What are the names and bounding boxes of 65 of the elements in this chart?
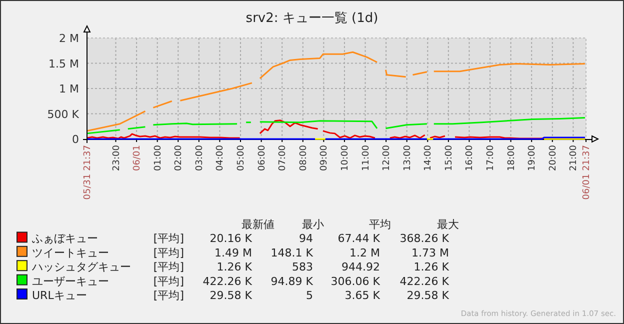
text: 1.49 M	[214, 246, 252, 260]
text: [平均]	[153, 246, 184, 260]
text: 29.58 K	[210, 289, 253, 302]
x-tick-label: 12:00	[382, 144, 392, 171]
text: 29.58 K	[406, 289, 450, 302]
x-tick-label: 23:00	[112, 144, 122, 171]
x-tick-label: 06/01 21:37	[582, 145, 592, 200]
text: 148.1 K	[270, 246, 314, 260]
y-tick-label: 2 M	[59, 32, 79, 45]
x-tick-label: 09:00	[320, 144, 330, 171]
legend-label: ふぁぼキュー	[31, 232, 98, 246]
text: 1.2 M	[350, 246, 380, 260]
y-tick-label: 1.5 M	[48, 57, 79, 70]
x-tick-label: 14:00	[424, 144, 434, 171]
chart-title: srv2: キュー一覧 (1d)	[246, 11, 378, 26]
text: [平均]	[153, 274, 184, 288]
x-tick-label: 17:00	[486, 144, 496, 171]
x-tick-label: 07:00	[278, 144, 288, 171]
x-tick-label: 11:00	[361, 144, 372, 171]
x-tick-label: 10:00	[340, 144, 350, 171]
text: 最小	[302, 218, 324, 231]
text: 94.89 K	[270, 274, 314, 288]
text: 1.26 K	[414, 260, 450, 274]
text: 944.92	[342, 260, 380, 274]
x-tick-label: 04:00	[216, 144, 226, 171]
x-tick-label: 05/31 21:37	[83, 145, 93, 200]
legend-label: ユーザーキュー	[32, 274, 109, 288]
text: 67.44 K	[338, 232, 381, 246]
legend-label: ハッシュタグキュー	[31, 260, 131, 274]
text: 平均	[369, 218, 391, 231]
text: 1.73 M	[412, 246, 449, 260]
x-tick-label: 20:00	[548, 144, 558, 171]
x-tick-label: 06/01	[132, 145, 143, 171]
x-tick-label: 03:00	[194, 144, 205, 171]
x-tick-label: 15:00	[444, 144, 454, 171]
text: 1.26 K	[216, 260, 253, 274]
text: 368.26 K	[400, 232, 450, 246]
x-tick-label: 16:00	[465, 144, 476, 171]
x-tick-label: 21:00	[569, 144, 580, 171]
text: 422.26 K	[202, 274, 253, 288]
text: 94	[299, 232, 313, 246]
text: 最新値	[242, 218, 274, 231]
x-tick-label: 19:00	[528, 144, 538, 171]
x-tick-label: 13:00	[402, 144, 413, 171]
y-tick-label: 0	[72, 133, 79, 146]
text: [平均]	[153, 260, 184, 274]
text: [平均]	[153, 289, 184, 302]
text: 306.06 K	[330, 274, 381, 288]
text: 20.16 K	[210, 232, 253, 246]
y-tick-label: 1 M	[59, 82, 79, 96]
text: 5	[306, 289, 313, 302]
x-tick-label: 06:00	[257, 144, 268, 171]
text: [平均]	[153, 232, 184, 246]
legend-label: URLキュー	[32, 289, 87, 302]
x-tick-label: 05:00	[236, 144, 247, 171]
text: 最大	[437, 218, 459, 231]
text: 3.65 K	[344, 289, 381, 302]
x-tick-label: 01:00	[153, 144, 164, 171]
x-tick-label: 18:00	[506, 144, 517, 171]
x-tick-label: 02:00	[174, 144, 184, 171]
y-tick-label: 500 K	[47, 108, 80, 121]
text: 422.26 K	[400, 274, 450, 288]
x-tick-label: 08:00	[298, 144, 309, 171]
legend-label: ツイートキュー	[32, 246, 109, 260]
text: 583	[292, 260, 313, 274]
